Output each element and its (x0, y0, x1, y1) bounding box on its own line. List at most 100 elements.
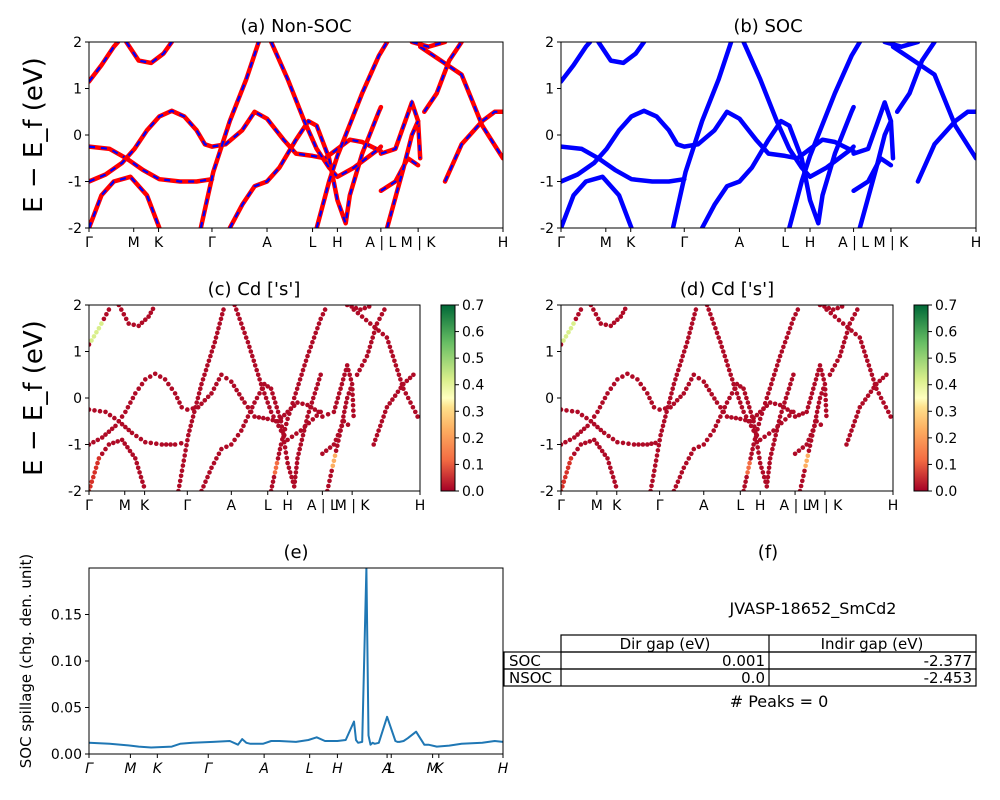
bands-a (89, 42, 503, 228)
point-d-2 (569, 408, 575, 414)
point-d-270 (751, 428, 756, 433)
point-c-239 (315, 381, 321, 387)
xtick-label-e-9: M (427, 761, 439, 777)
point-c-370 (343, 400, 349, 405)
point-d-296 (757, 416, 763, 422)
point-d-147 (661, 419, 667, 424)
point-d-294 (755, 426, 760, 432)
point-d-353 (818, 422, 824, 428)
point-d-417 (844, 442, 849, 447)
point-c-331 (344, 363, 350, 368)
point-d-419 (847, 432, 853, 438)
point-d-372 (816, 400, 822, 405)
point-d-34 (600, 400, 605, 405)
point-d-4 (579, 412, 585, 418)
point-d-87 (561, 342, 564, 347)
point-d-121 (591, 437, 597, 443)
band-dash-a-10 (380, 156, 419, 192)
point-c-255 (252, 363, 258, 368)
point-c-315 (316, 321, 322, 326)
xtick-label-c-7: A | L (307, 498, 338, 514)
point-c-146 (189, 419, 195, 424)
point-d-57 (684, 386, 689, 392)
point-c-101 (136, 323, 141, 329)
point-c-56 (211, 386, 217, 392)
ytick-label-b-3: 1 (545, 82, 554, 98)
point-c-290 (278, 442, 284, 447)
point-c-25 (103, 432, 108, 437)
point-d-336 (821, 377, 826, 382)
point-c-195 (262, 381, 267, 387)
point-c-35 (133, 391, 138, 396)
point-d-387 (847, 321, 853, 326)
band-b-15 (882, 42, 921, 49)
point-c-360 (333, 448, 339, 454)
point-d-340 (823, 397, 828, 403)
point-c-138 (181, 458, 187, 463)
xtick-label-c-4: A (227, 498, 237, 514)
point-d-211 (756, 450, 761, 455)
point-c-14 (148, 440, 154, 446)
point-d-406 (868, 367, 873, 373)
point-c-410 (405, 395, 411, 401)
point-d-360 (804, 458, 809, 464)
point-c-240 (316, 377, 322, 382)
point-c-60 (224, 375, 229, 381)
point-c-433 (344, 305, 350, 308)
point-d-384 (843, 335, 848, 340)
point-c-338 (350, 397, 356, 403)
ytick-label-e-1: 0.05 (51, 701, 82, 717)
point-d-77 (754, 412, 760, 418)
point-c-375 (357, 367, 362, 373)
bands-b (561, 42, 976, 228)
point-d-70 (724, 414, 730, 419)
point-c-390 (355, 310, 361, 316)
xtick-label-d-3: Γ (656, 498, 664, 514)
point-c-59 (219, 372, 224, 378)
point-d-405 (866, 363, 872, 368)
point-c-379 (366, 349, 371, 354)
point-d-403 (863, 353, 869, 359)
point-d-18 (640, 442, 646, 447)
cbar-d-tick-label-2: 0.2 (935, 431, 957, 447)
point-c-430 (404, 378, 410, 384)
point-d-89 (563, 334, 569, 339)
point-c-241 (318, 372, 324, 378)
point-c-223 (295, 456, 300, 461)
point-c-385 (374, 321, 380, 326)
point-c-374 (354, 372, 360, 378)
point-d-325 (807, 400, 812, 405)
point-d-117 (575, 446, 580, 452)
point-c-259 (258, 381, 264, 387)
point-d-9 (598, 427, 604, 433)
point-c-154 (199, 381, 204, 387)
point-d-307 (774, 363, 780, 368)
point-d-24 (567, 437, 573, 443)
point-d-161 (680, 353, 685, 359)
point-d-309 (777, 353, 783, 359)
point-d-245 (708, 312, 713, 317)
point-d-126 (605, 456, 610, 461)
point-c-417 (374, 432, 380, 438)
xtick-label-d-5: L (736, 498, 744, 514)
point-d-111 (563, 474, 568, 480)
point-c-267 (273, 419, 279, 424)
point-d-163 (683, 344, 688, 350)
point-c-160 (208, 353, 213, 359)
point-c-127 (135, 465, 141, 471)
point-c-334 (348, 377, 354, 382)
point-d-21 (653, 440, 658, 446)
band-b-0 (561, 144, 687, 184)
point-c-158 (205, 363, 210, 368)
point-d-62 (701, 379, 707, 385)
point-c-423 (384, 405, 390, 410)
point-d-368 (812, 419, 818, 424)
point-d-116 (572, 451, 577, 457)
table-row-soc-indir: -2.377 (924, 652, 972, 670)
point-d-44 (638, 381, 643, 387)
point-d-404 (865, 358, 870, 364)
point-d-157 (674, 372, 680, 378)
point-c-53 (202, 398, 208, 403)
point-c-256 (254, 367, 259, 373)
point-c-143 (186, 432, 191, 438)
